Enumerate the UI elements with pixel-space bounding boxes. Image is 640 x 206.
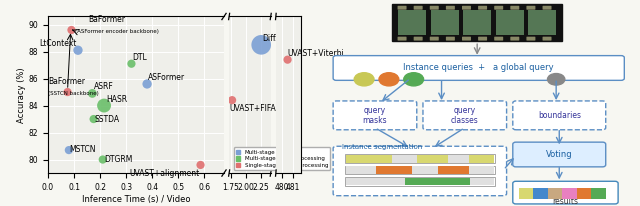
Text: Voting: Voting bbox=[546, 150, 573, 159]
FancyBboxPatch shape bbox=[333, 101, 417, 130]
Bar bbox=[438, 166, 468, 174]
FancyBboxPatch shape bbox=[510, 6, 519, 10]
FancyBboxPatch shape bbox=[513, 101, 605, 130]
Bar bbox=[448, 155, 468, 163]
Bar bbox=[548, 188, 563, 199]
X-axis label: Inference Time (s) / Video: Inference Time (s) / Video bbox=[82, 194, 190, 204]
Bar bbox=[392, 155, 417, 163]
FancyBboxPatch shape bbox=[478, 37, 487, 41]
Text: MSTCN: MSTCN bbox=[69, 145, 96, 154]
Bar bbox=[346, 166, 376, 174]
FancyBboxPatch shape bbox=[413, 6, 422, 10]
FancyBboxPatch shape bbox=[513, 142, 605, 167]
FancyBboxPatch shape bbox=[543, 37, 552, 41]
FancyBboxPatch shape bbox=[446, 37, 455, 41]
Text: LtContext: LtContext bbox=[39, 39, 76, 48]
Circle shape bbox=[547, 74, 565, 85]
Point bbox=[88, 117, 99, 121]
Text: BaFormer: BaFormer bbox=[48, 77, 85, 86]
Text: query
classes: query classes bbox=[451, 106, 479, 125]
Point bbox=[126, 62, 136, 65]
FancyBboxPatch shape bbox=[397, 6, 406, 10]
Point bbox=[87, 92, 97, 95]
FancyBboxPatch shape bbox=[513, 181, 618, 204]
FancyBboxPatch shape bbox=[413, 37, 422, 41]
Point bbox=[67, 28, 77, 32]
Text: ASFormer: ASFormer bbox=[148, 73, 186, 82]
Bar bbox=[345, 154, 495, 163]
FancyBboxPatch shape bbox=[446, 6, 455, 10]
Text: query
masks: query masks bbox=[363, 106, 387, 125]
FancyBboxPatch shape bbox=[463, 10, 491, 35]
FancyBboxPatch shape bbox=[430, 37, 439, 41]
FancyBboxPatch shape bbox=[430, 6, 439, 10]
Bar bbox=[345, 166, 495, 174]
Bar bbox=[346, 178, 405, 185]
Bar bbox=[345, 177, 495, 186]
FancyBboxPatch shape bbox=[494, 37, 503, 41]
Text: HASR: HASR bbox=[106, 95, 127, 104]
FancyBboxPatch shape bbox=[423, 101, 507, 130]
Text: results: results bbox=[552, 197, 579, 206]
Bar bbox=[417, 155, 448, 163]
Y-axis label: Accuracy (%): Accuracy (%) bbox=[17, 67, 26, 123]
FancyBboxPatch shape bbox=[527, 6, 536, 10]
FancyBboxPatch shape bbox=[392, 4, 563, 41]
Text: Instance queries  +   a global query: Instance queries + a global query bbox=[403, 63, 554, 73]
Bar bbox=[470, 178, 494, 185]
Bar bbox=[534, 188, 548, 199]
Text: SSTDA: SSTDA bbox=[95, 115, 120, 124]
Bar bbox=[563, 188, 577, 199]
FancyBboxPatch shape bbox=[462, 37, 471, 41]
Point bbox=[64, 149, 74, 152]
Point bbox=[99, 104, 109, 107]
Point bbox=[63, 90, 73, 94]
Bar bbox=[376, 166, 412, 174]
Text: UVAST+FIFA: UVAST+FIFA bbox=[230, 104, 276, 113]
Text: DTGRM: DTGRM bbox=[104, 155, 132, 164]
Text: UVAST+alignment: UVAST+alignment bbox=[129, 169, 199, 178]
FancyBboxPatch shape bbox=[398, 10, 426, 35]
FancyBboxPatch shape bbox=[527, 37, 536, 41]
FancyBboxPatch shape bbox=[478, 6, 487, 10]
Point bbox=[195, 163, 205, 167]
FancyBboxPatch shape bbox=[333, 56, 624, 80]
Text: (SSTCN backbone): (SSTCN backbone) bbox=[48, 91, 99, 96]
FancyBboxPatch shape bbox=[510, 37, 519, 41]
FancyBboxPatch shape bbox=[431, 10, 459, 35]
Bar bbox=[577, 188, 591, 199]
Text: Instance segmentation: Instance segmentation bbox=[342, 144, 422, 150]
Point bbox=[73, 49, 83, 52]
FancyBboxPatch shape bbox=[543, 6, 552, 10]
Text: BaFormer: BaFormer bbox=[88, 15, 125, 24]
FancyBboxPatch shape bbox=[397, 37, 406, 41]
Bar bbox=[346, 155, 392, 163]
Text: ASRF: ASRF bbox=[93, 82, 113, 91]
Text: DTL: DTL bbox=[132, 53, 147, 62]
Text: UVAST+Viterbi: UVAST+Viterbi bbox=[288, 49, 344, 58]
Bar bbox=[468, 155, 494, 163]
Text: (ASFormer encoder backbone): (ASFormer encoder backbone) bbox=[76, 29, 159, 34]
Point bbox=[227, 98, 237, 102]
Bar bbox=[412, 166, 438, 174]
Legend: Multi-stage, Multi-stage + Postprocessing, Single-stage + Postprocessing: Multi-stage, Multi-stage + Postprocessin… bbox=[234, 147, 330, 170]
Circle shape bbox=[404, 73, 424, 86]
Bar bbox=[591, 188, 605, 199]
Text: boundaries: boundaries bbox=[538, 111, 580, 120]
Circle shape bbox=[379, 73, 399, 86]
Point bbox=[98, 158, 108, 161]
Circle shape bbox=[354, 73, 374, 86]
Point bbox=[282, 58, 292, 61]
Text: DiffAct: DiffAct bbox=[262, 34, 289, 43]
FancyBboxPatch shape bbox=[494, 6, 503, 10]
FancyBboxPatch shape bbox=[528, 10, 556, 35]
Bar bbox=[405, 178, 470, 185]
Point bbox=[256, 43, 266, 47]
FancyBboxPatch shape bbox=[462, 6, 471, 10]
FancyBboxPatch shape bbox=[333, 146, 507, 196]
Bar bbox=[519, 188, 534, 199]
Bar bbox=[468, 166, 494, 174]
Point bbox=[142, 82, 152, 86]
FancyBboxPatch shape bbox=[496, 10, 524, 35]
